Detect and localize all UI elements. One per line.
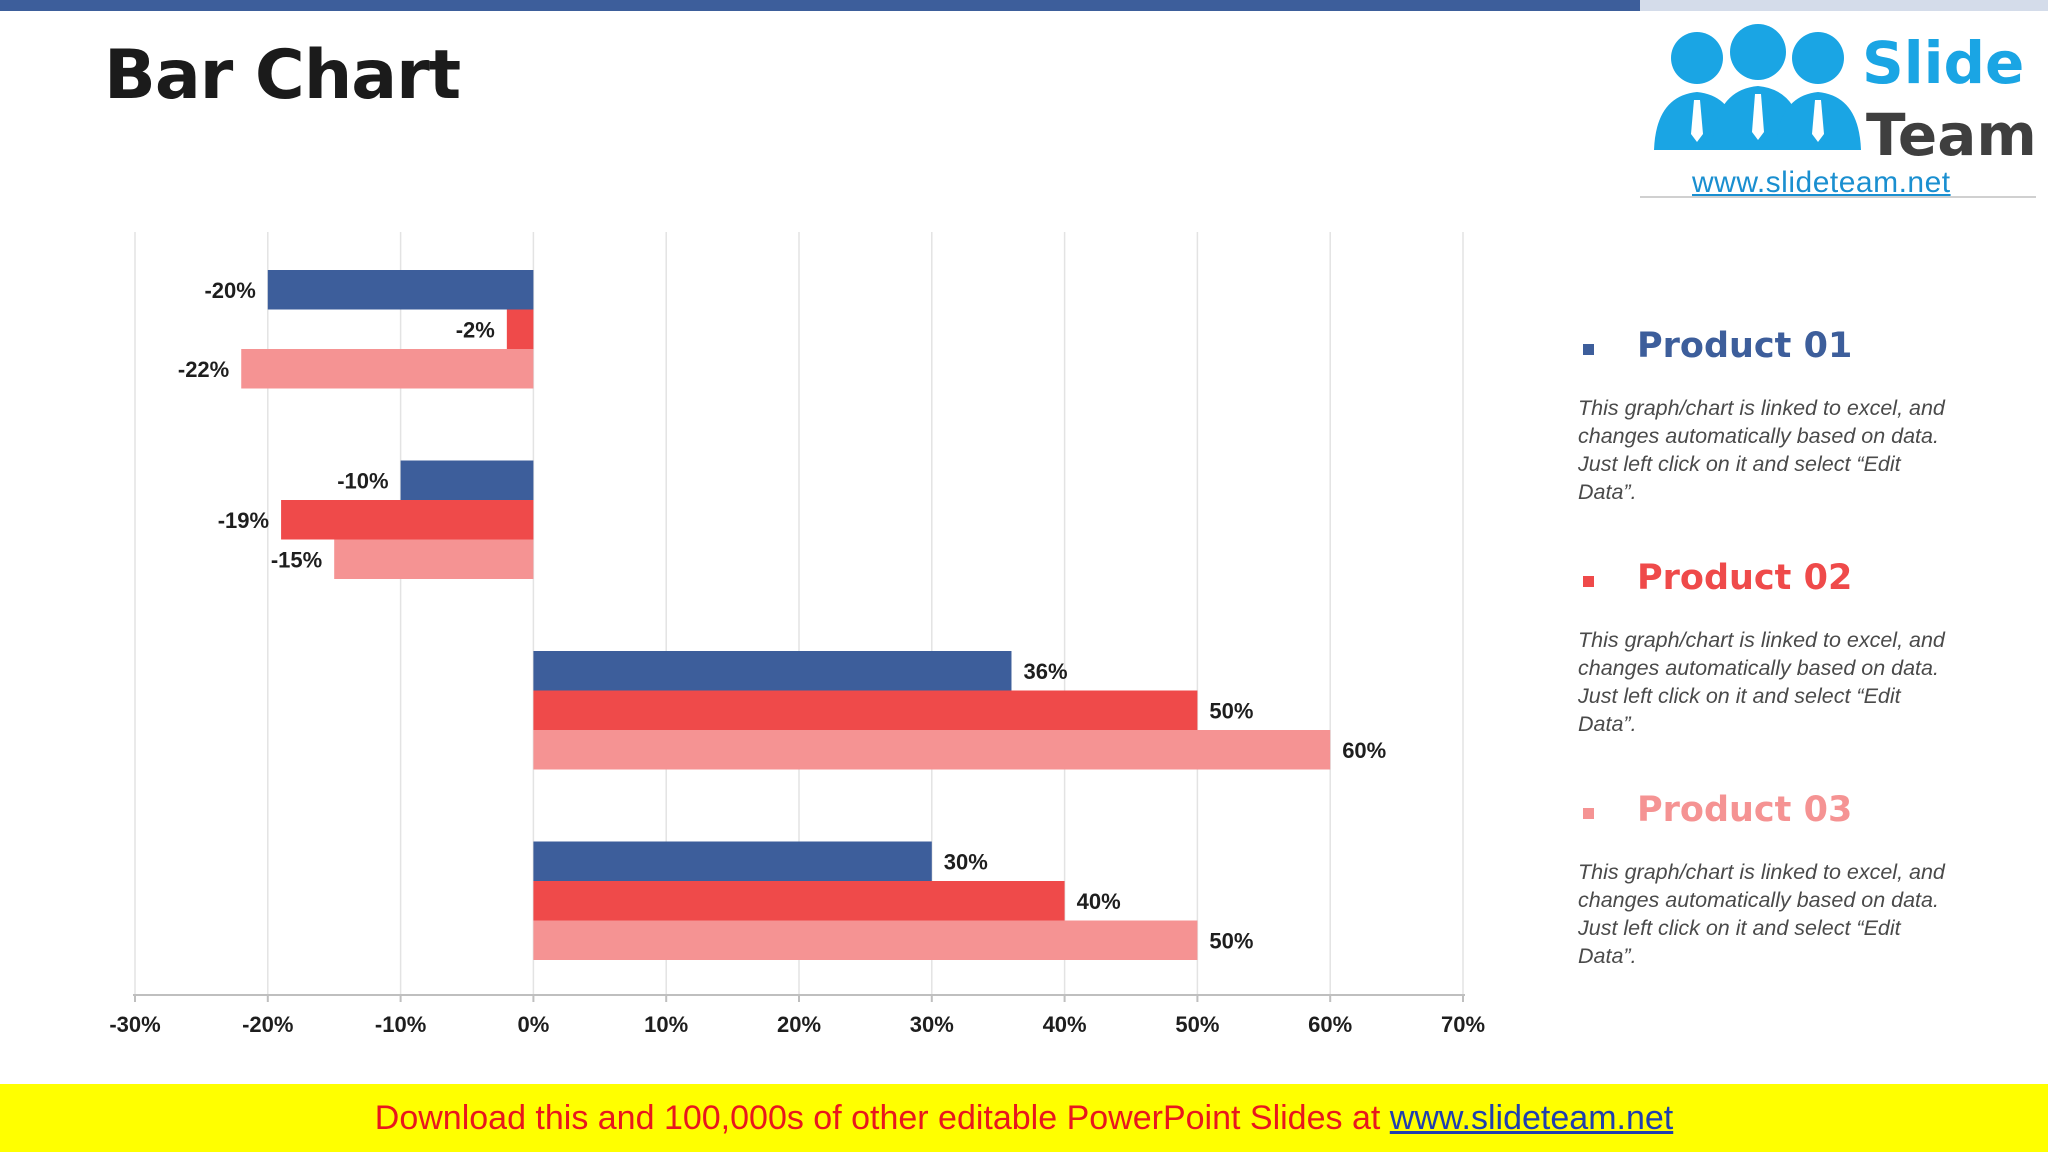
legend-item-product-02: Product 02 This graph/chart is linked to…	[1578, 554, 1958, 786]
value-label-group-3-series-3: 60%	[1342, 738, 1386, 763]
bar-group-4-product-01	[533, 841, 932, 881]
bar-group-2-product-01	[400, 460, 534, 500]
legend-item-product-03: Product 03 This graph/chart is linked to…	[1578, 786, 1958, 986]
value-label-group-1-series-1: -20%	[204, 278, 255, 303]
chart-gridlines	[134, 232, 1464, 995]
logo-url-link[interactable]: www.slideteam.net	[1692, 166, 1951, 199]
bar-group-4-product-03	[533, 920, 1198, 960]
chart-legend: Product 01 This graph/chart is linked to…	[1578, 322, 1958, 986]
legend-name-product-03: Product 03	[1637, 790, 1853, 830]
x-tick-label: 70%	[1441, 1012, 1485, 1037]
value-label-group-2-series-1: -10%	[337, 468, 388, 493]
bar-group-1-product-03	[241, 349, 534, 389]
download-banner-link[interactable]: www.slideteam.net	[1389, 1099, 1674, 1137]
logo-divider	[1640, 196, 2036, 198]
value-label-group-3-series-1: 36%	[1023, 659, 1067, 684]
x-tick-label: 40%	[1043, 1012, 1087, 1037]
slide-title: Bar Chart	[104, 36, 461, 115]
legend-description-product-02: This graph/chart is linked to excel, and…	[1578, 628, 1945, 736]
top-accent-bar-light	[1640, 0, 2048, 11]
x-tick-label: 30%	[910, 1012, 954, 1037]
legend-bullet-product-01	[1583, 344, 1594, 355]
x-axis-tick-labels: -30% -20% -10% 0% 10% 20% 30% 40% 50% 60% 70%	[109, 995, 1485, 1037]
value-label-group-3-series-2: 50%	[1209, 698, 1253, 723]
x-tick-label: 10%	[644, 1012, 688, 1037]
logo-word-team: Team	[1866, 101, 2037, 169]
x-tick-label: -20%	[242, 1012, 293, 1037]
value-label-group-4-series-3: 50%	[1209, 928, 1253, 953]
x-tick-label: 60%	[1308, 1012, 1352, 1037]
bar-group-3-product-03	[533, 730, 1331, 770]
x-tick-label: 0%	[518, 1012, 550, 1037]
legend-description-product-03: This graph/chart is linked to excel, and…	[1578, 860, 1945, 968]
x-tick-label: 20%	[777, 1012, 821, 1037]
legend-bullet-product-02	[1583, 576, 1594, 587]
logo-word-slide: Slide	[1862, 29, 2025, 97]
bar-group-3-product-02	[533, 690, 1198, 730]
legend-name-product-01: Product 01	[1637, 326, 1853, 366]
x-tick-label: 50%	[1175, 1012, 1219, 1037]
bar-group-4-product-02	[533, 881, 1065, 921]
legend-item-product-01: Product 01 This graph/chart is linked to…	[1578, 322, 1958, 554]
legend-description-product-01: This graph/chart is linked to excel, and…	[1578, 396, 1945, 504]
x-tick-label: -10%	[375, 1012, 426, 1037]
people-logo-icon	[1654, 24, 1861, 150]
value-label-group-1-series-2: -2%	[456, 317, 495, 342]
download-banner-text: Download this and 100,000s of other edit…	[374, 1099, 1390, 1137]
bar-group-2-product-02	[281, 500, 534, 540]
legend-bullet-product-03	[1583, 808, 1594, 819]
value-label-group-4-series-2: 40%	[1077, 889, 1121, 914]
x-tick-label: -30%	[109, 1012, 160, 1037]
value-label-group-1-series-3: -22%	[178, 357, 229, 382]
value-label-group-4-series-1: 30%	[944, 849, 988, 874]
value-label-group-2-series-2: -19%	[218, 508, 269, 533]
slideteam-logo: Slide Team www.slideteam.net	[1640, 12, 2037, 199]
bar-group-2-product-03	[334, 539, 534, 579]
legend-name-product-02: Product 02	[1637, 558, 1853, 598]
bar-group-3-product-01	[533, 651, 1012, 691]
download-banner: Download this and 100,000s of other edit…	[0, 1084, 2048, 1152]
chart-bars	[241, 270, 1331, 960]
bar-group-1-product-02	[506, 309, 534, 349]
value-label-group-2-series-3: -15%	[271, 547, 322, 572]
top-accent-bar	[0, 0, 1640, 11]
chart-value-labels: -20% -2% -22% -10% -19%-15% 36% 50% 60% 30% 40% 50…	[178, 278, 1386, 954]
bar-group-1-product-01	[267, 270, 534, 310]
bar-chart: -30% -20% -10% 0% 10% 20% 30% 40% 50% 60% 70% -20%…	[109, 232, 1485, 1037]
